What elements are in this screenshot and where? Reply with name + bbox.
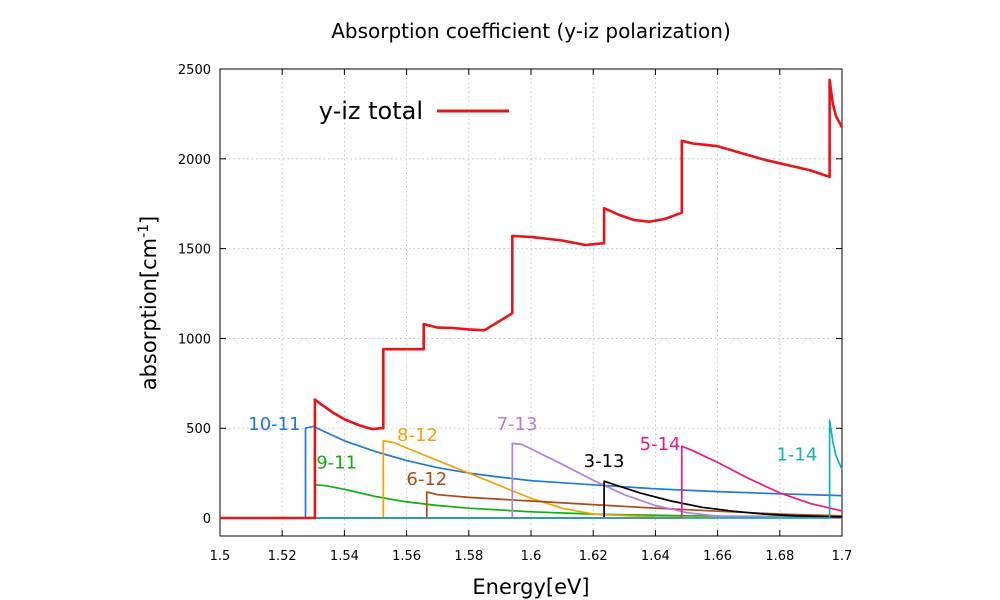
x-tick-label: 1.62 xyxy=(579,549,608,564)
x-tick-label: 1.5 xyxy=(210,549,231,564)
series-line-8-12 xyxy=(220,439,843,519)
transition-label-7-13: 7-13 xyxy=(497,414,538,435)
transition-labels: 10-11 9-11 8-12 6-12 7-13 3-13 5-14 1-14 xyxy=(248,414,817,490)
y-tick-label: 2000 xyxy=(178,153,211,168)
x-tick-label: 1.56 xyxy=(392,549,421,564)
transition-label-8-12: 8-12 xyxy=(397,425,438,446)
series-line-5-14 xyxy=(220,445,843,519)
series-line-6-12 xyxy=(220,491,843,519)
y-axis-label-base: absorption[cm xyxy=(137,238,161,390)
y-tick-label: 1000 xyxy=(178,332,211,347)
y-axis-label-sup: -1 xyxy=(136,224,152,238)
grid-lines xyxy=(220,69,842,536)
y-axis-label: absorption[cm-1] xyxy=(136,216,161,391)
y-tick-label: 0 xyxy=(203,512,211,527)
x-tick-label: 1.54 xyxy=(330,549,359,564)
transition-label-10-11: 10-11 xyxy=(248,414,300,435)
x-tick-label: 1.58 xyxy=(454,549,483,564)
series-line-7-13 xyxy=(220,442,843,519)
transition-label-5-14: 5-14 xyxy=(640,434,681,455)
x-tick-label: 1.64 xyxy=(641,549,670,564)
x-tick-label: 1.6 xyxy=(521,549,542,564)
series-line-3-13 xyxy=(220,480,843,519)
y-tick-label: 2500 xyxy=(178,63,211,78)
y-tick-label: 1500 xyxy=(178,243,211,258)
series-group xyxy=(220,78,844,520)
axis-ticks: 1.5 1.52 1.54 1.56 1.58 1.6 1.62 1.64 1.66 1.68 1.… xyxy=(178,63,852,564)
x-axis-label: Energy[eV] xyxy=(472,575,589,599)
y-axis-label-close: ] xyxy=(137,216,161,224)
series-line-1-14 xyxy=(220,419,843,519)
x-tick-label: 1.7 xyxy=(832,549,853,564)
transition-label-6-12: 6-12 xyxy=(406,469,447,490)
series-line-y-iz-total xyxy=(220,78,844,520)
legend-label-total: y-iz total xyxy=(319,97,423,125)
y-tick-label: 500 xyxy=(186,422,211,437)
chart-title: Absorption coefficient (y-iz polarizatio… xyxy=(331,19,731,43)
transition-label-9-11: 9-11 xyxy=(316,453,357,474)
legend: y-iz total xyxy=(319,97,509,125)
series-line-10-11 xyxy=(220,425,843,519)
transition-label-1-14: 1-14 xyxy=(776,445,817,466)
x-tick-label: 1.66 xyxy=(703,549,732,564)
x-tick-label: 1.52 xyxy=(268,549,297,564)
transition-label-3-13: 3-13 xyxy=(584,451,625,472)
x-tick-label: 1.68 xyxy=(765,549,794,564)
